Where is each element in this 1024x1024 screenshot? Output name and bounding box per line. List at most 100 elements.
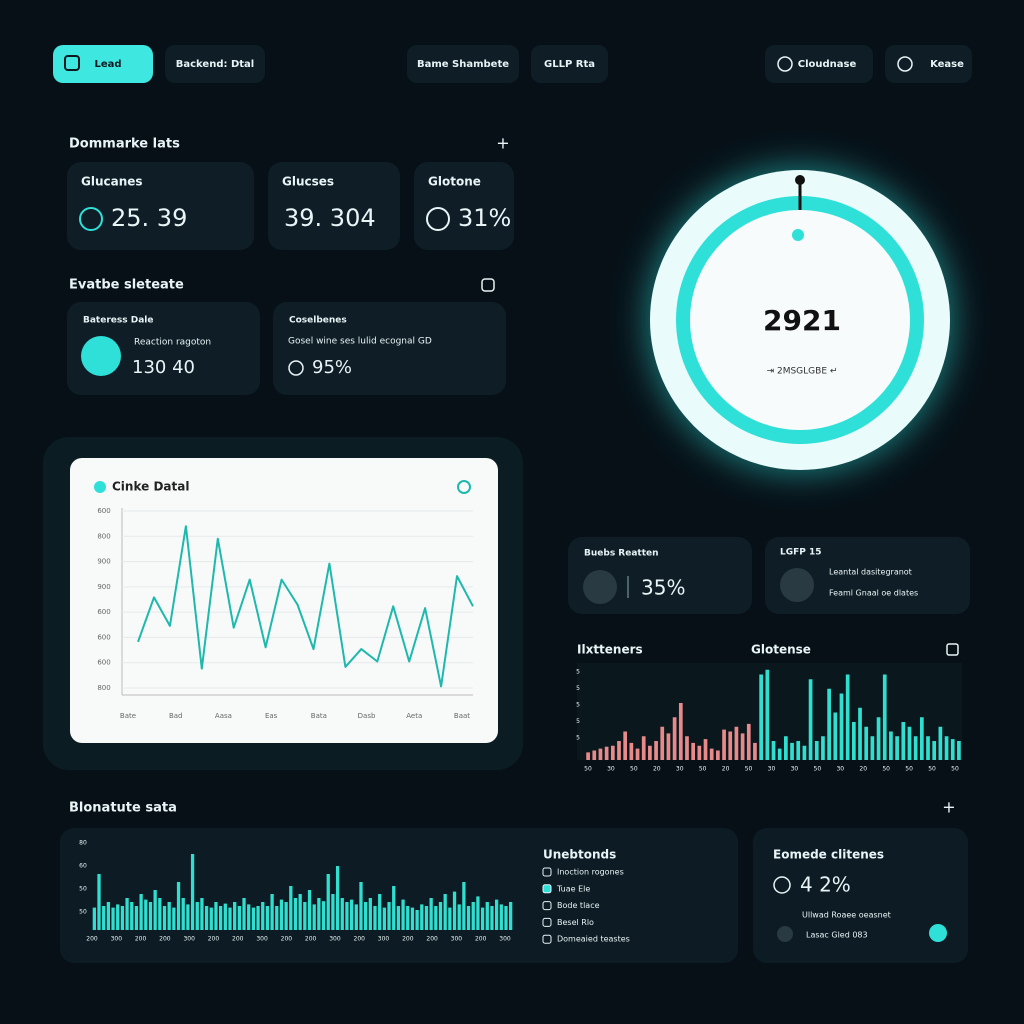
bar [790, 742, 794, 760]
bar [610, 745, 615, 760]
stat-label: Glucses [282, 175, 334, 189]
wave-bar [237, 906, 241, 930]
add-icon[interactable]: + [496, 134, 509, 153]
mini-line: Leantal dasitegranot [829, 568, 912, 577]
nav-label[interactable]: GLLP Rta [544, 59, 595, 70]
mini-icon [583, 570, 617, 604]
y-tick-label: 5 [576, 718, 580, 725]
wave-bar [438, 902, 443, 930]
nav-icon [777, 56, 793, 72]
bar [746, 723, 751, 760]
menu-icon[interactable] [946, 643, 959, 656]
nav-button[interactable] [531, 45, 608, 83]
wave-bar [509, 902, 513, 930]
x-tick-label: 300 [378, 936, 390, 943]
wave-bar [251, 907, 256, 930]
nav-button[interactable] [165, 45, 265, 83]
bar [678, 703, 683, 760]
wave-bar [228, 907, 232, 930]
nav-label[interactable]: Backend: Dtal [176, 59, 254, 70]
wave-bar [181, 898, 185, 930]
stat-icon [79, 207, 103, 231]
summary-icon [773, 876, 791, 894]
wave-bar [134, 906, 139, 930]
wave-bar [349, 899, 354, 930]
gauge-inner [690, 210, 910, 430]
bar [895, 736, 899, 760]
wave-bar [223, 903, 227, 930]
y-tick-label: 60 [79, 863, 87, 870]
legend-icon [542, 917, 552, 927]
wave-bar [331, 894, 335, 930]
legend-icon [542, 867, 552, 877]
stat-card [268, 162, 400, 250]
bar [654, 741, 658, 760]
add-icon[interactable]: + [942, 798, 955, 817]
gauge-caption: ⇥ 2MSGLGBE ↵ [767, 367, 838, 377]
nav-label[interactable]: Kease [930, 59, 964, 70]
bar [629, 742, 634, 760]
bar [938, 726, 943, 760]
x-tick-label: 50 [630, 766, 638, 773]
bar [802, 745, 807, 760]
section-title: Dommarke lats [69, 137, 180, 152]
nav-label[interactable]: Bame Shambete [417, 59, 509, 70]
nav-button[interactable] [407, 45, 519, 83]
bar [913, 736, 918, 760]
wave-bar [340, 898, 344, 930]
nav-label[interactable]: Cloudnase [798, 59, 857, 70]
x-tick-label: 50 [584, 766, 592, 773]
wave-bar [247, 904, 251, 930]
gauge-needle-cap [795, 175, 805, 185]
stat-card [67, 302, 260, 395]
wave-bar [485, 902, 489, 930]
summary-card [753, 828, 968, 963]
bar [635, 748, 640, 760]
nav-button[interactable] [885, 45, 972, 83]
x-tick-label: 50 [699, 766, 707, 773]
summary-action[interactable] [929, 924, 947, 942]
wave-bar [144, 899, 148, 930]
wave-bar [307, 890, 312, 930]
y-tick-label: 900 [97, 558, 110, 566]
chart-option-icon[interactable] [457, 480, 471, 494]
y-tick-label: 50 [79, 909, 87, 916]
wave-bar [443, 894, 447, 930]
wave-bar [335, 866, 340, 930]
wave-bar [452, 891, 457, 930]
legend-label: Inoction rogones [557, 868, 624, 877]
y-tick-label: 800 [97, 532, 110, 540]
x-tick-label: 30 [836, 766, 844, 773]
y-tick-label: 900 [97, 583, 110, 591]
wave-bar [293, 898, 298, 930]
stat-value: 130 40 [132, 357, 195, 378]
nav-label[interactable]: Lead [94, 59, 121, 70]
x-tick-label: Aasa [215, 712, 232, 720]
bar [919, 717, 924, 760]
wave-bar [92, 907, 96, 930]
settings-icon[interactable] [481, 278, 495, 292]
wave-bar [102, 906, 106, 930]
bar [641, 736, 646, 760]
stat-value: 31% [458, 204, 511, 232]
stat-icon [426, 207, 450, 231]
wave-bar [162, 906, 167, 930]
bar [691, 742, 696, 760]
x-tick-label: 20 [859, 766, 867, 773]
mini-card [765, 537, 970, 614]
nav-button[interactable] [765, 45, 873, 83]
chart-card [70, 458, 498, 743]
gauge: 2921 ⇥ 2MSGLGBE ↵ [648, 168, 952, 472]
wave-bar [97, 874, 101, 930]
stat-value: 95% [312, 357, 352, 378]
bar [851, 722, 856, 760]
wave-bar [139, 894, 143, 930]
bar [685, 736, 689, 760]
summary-value: 4 2% [800, 873, 851, 897]
x-tick-label: Baat [454, 712, 470, 720]
x-tick-label: 300 [451, 936, 463, 943]
wave-bar [200, 898, 204, 930]
x-tick-label: 30 [607, 766, 615, 773]
nav-button[interactable] [53, 45, 153, 83]
wave-bar [265, 906, 270, 930]
